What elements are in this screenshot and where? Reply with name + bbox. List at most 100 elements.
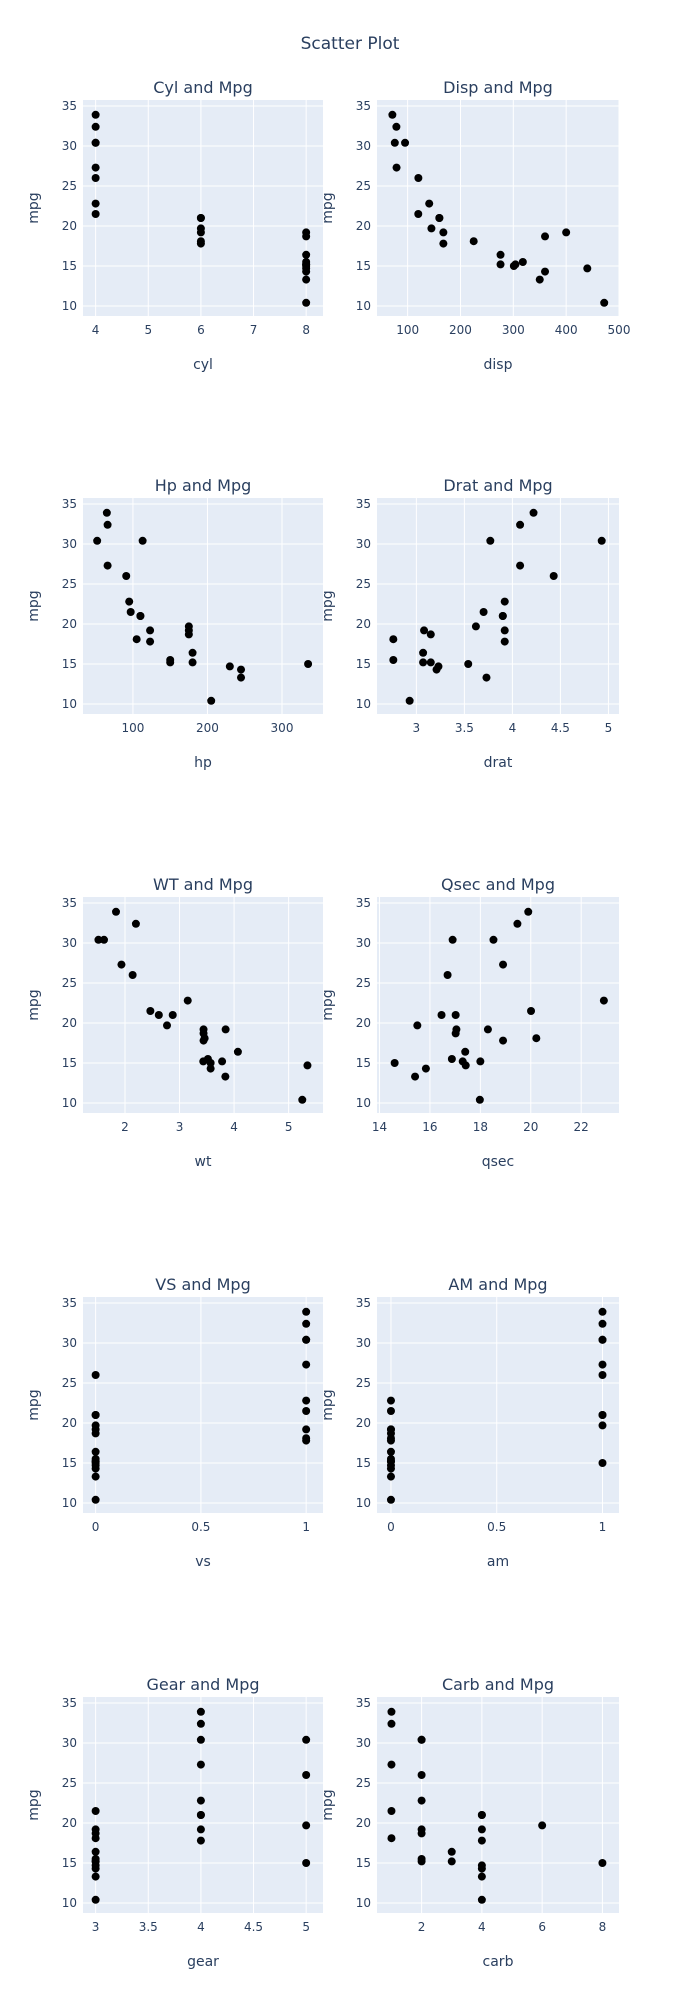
y-axis-title: mpg — [26, 989, 42, 1020]
data-point — [103, 561, 112, 570]
x-tick-label: 6 — [197, 323, 205, 337]
data-point — [386, 1495, 395, 1504]
data-point — [541, 267, 550, 276]
x-tick-label: 100 — [396, 323, 419, 337]
x-tick-label: 0 — [387, 1520, 395, 1534]
y-tick-label: 25 — [356, 577, 371, 591]
x-tick-label: 3 — [176, 1120, 184, 1134]
data-point — [163, 1021, 171, 1030]
data-point — [386, 1425, 395, 1434]
data-point — [461, 1047, 470, 1056]
subplot-title: Gear and Mpg — [146, 1675, 259, 1694]
y-tick-label: 10 — [356, 299, 371, 313]
y-tick-label: 15 — [356, 657, 371, 671]
subplot-gear: 3 3.5 4 4.5 5 10 15 20 25 30 35 Gear and Mpg gear mpg — [26, 1675, 323, 1970]
y-tick-label: 30 — [62, 139, 77, 153]
plot-area — [377, 498, 619, 714]
data-point — [100, 935, 108, 944]
data-point — [477, 1872, 486, 1881]
x-tick-label: 100 — [121, 721, 144, 735]
data-point — [477, 1861, 486, 1870]
data-point — [196, 224, 205, 233]
data-point — [136, 612, 145, 620]
data-point — [499, 1036, 508, 1045]
data-point — [122, 572, 131, 580]
y-tick-label: 20 — [62, 617, 77, 631]
data-point — [207, 696, 216, 705]
subplot-title: Cyl and Mpg — [153, 78, 252, 97]
y-tick-label: 30 — [62, 1336, 77, 1350]
data-point — [387, 1707, 396, 1716]
data-point — [183, 996, 192, 1005]
data-point — [302, 1859, 311, 1867]
data-point — [389, 656, 398, 664]
x-tick-label: 400 — [555, 323, 578, 337]
data-point — [128, 971, 137, 979]
data-point — [516, 520, 525, 529]
data-point — [426, 658, 435, 667]
x-tick-label: 5 — [302, 1920, 310, 1934]
data-point — [146, 637, 155, 646]
data-point — [535, 275, 544, 284]
y-axis-title: mpg — [26, 1789, 42, 1820]
subplot-title: Drat and Mpg — [443, 476, 552, 495]
x-tick-label: 0.5 — [487, 1520, 506, 1534]
data-point — [437, 1011, 446, 1019]
data-point — [499, 960, 508, 969]
data-point — [302, 1307, 311, 1316]
data-point — [541, 232, 550, 241]
x-tick-label: 6 — [538, 1920, 546, 1934]
x-tick-label: 4 — [478, 1920, 486, 1934]
plot-area — [377, 100, 619, 316]
data-point — [117, 960, 126, 969]
data-point — [387, 1719, 396, 1728]
x-tick-label: 20 — [523, 1120, 538, 1134]
data-point — [386, 1447, 395, 1456]
y-tick-label: 35 — [62, 497, 77, 511]
y-tick-label: 15 — [356, 259, 371, 273]
data-point — [500, 597, 509, 606]
data-point — [417, 1825, 426, 1834]
x-tick-label: 1 — [599, 1520, 607, 1534]
data-point — [392, 122, 401, 131]
y-tick-label: 25 — [62, 1776, 77, 1790]
data-point — [302, 1821, 311, 1830]
x-tick-label: 4.5 — [244, 1920, 263, 1934]
data-point — [146, 626, 155, 635]
data-point — [486, 536, 495, 545]
x-tick-label: 500 — [608, 323, 631, 337]
y-tick-label: 35 — [62, 1296, 77, 1310]
subplot-cyl: 4 5 6 7 8 10 15 20 25 30 35 Cyl and Mpg cyl mpg — [26, 78, 323, 373]
data-point — [302, 1425, 311, 1434]
subplot-title: Qsec and Mpg — [441, 875, 555, 894]
y-tick-label: 20 — [356, 617, 371, 631]
data-point — [94, 935, 103, 944]
x-tick-label: 7 — [250, 323, 258, 337]
y-tick-label: 35 — [62, 99, 77, 113]
data-point — [196, 1811, 205, 1819]
plot-area — [83, 1697, 323, 1913]
data-point — [102, 508, 111, 517]
data-point — [196, 1796, 205, 1805]
data-point — [386, 1472, 395, 1481]
x-tick-label: 4 — [92, 323, 100, 337]
y-tick-label: 25 — [356, 1776, 371, 1790]
subplot-title: Carb and Mpg — [442, 1675, 554, 1694]
x-tick-label: 3.5 — [139, 1920, 158, 1934]
data-point — [221, 1072, 230, 1081]
data-point — [598, 1459, 607, 1467]
x-tick-label: 5 — [144, 323, 152, 337]
data-point — [91, 138, 100, 147]
data-point — [387, 1760, 396, 1769]
y-axis-title: mpg — [320, 192, 336, 223]
y-tick-label: 15 — [356, 1456, 371, 1470]
data-point — [532, 1034, 541, 1043]
x-axis-title: hp — [194, 755, 212, 771]
y-tick-label: 30 — [62, 1736, 77, 1750]
data-point — [417, 1857, 426, 1866]
data-point — [138, 536, 147, 545]
data-point — [126, 608, 135, 616]
y-tick-label: 30 — [356, 936, 371, 950]
data-point — [524, 907, 533, 916]
plot-area — [377, 1297, 619, 1513]
